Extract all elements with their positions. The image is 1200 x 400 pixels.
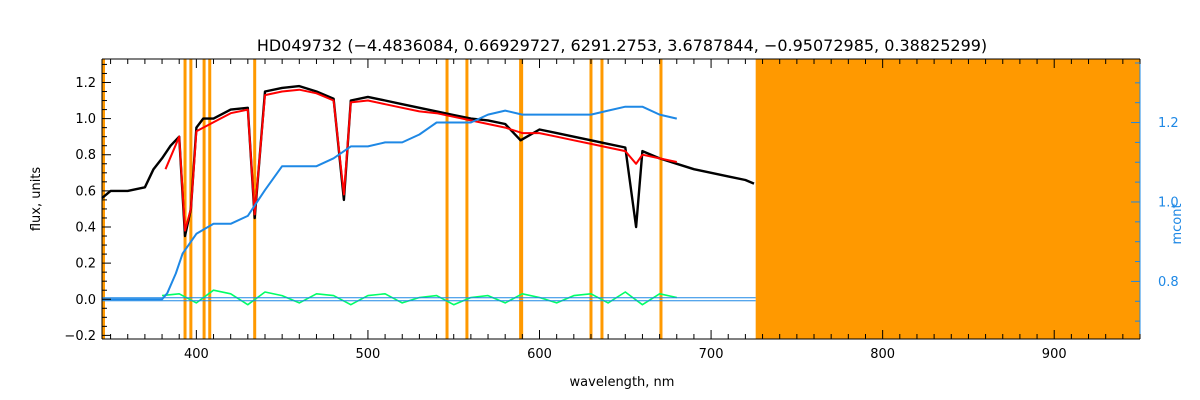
y2-tick-label: 1.0 [1158,195,1179,210]
y2-tick-label: 0.8 [1158,275,1179,290]
y-tick-label: 1.2 [75,76,96,91]
x-tick-label: 600 [527,347,552,362]
y-tick-label: 0.0 [75,293,96,308]
y-tick-label: −0.2 [64,329,96,344]
series-observed [101,84,755,238]
y-tick-label: 0.8 [75,148,96,163]
x-tick-label: 500 [356,347,381,362]
y-axis-label: flux, units [29,167,44,232]
y-tick-label: 0.4 [75,221,96,236]
series-model [164,88,678,232]
y-tick-label: 1.0 [75,112,96,127]
y-tick-label: 0.6 [75,184,96,199]
y2-axis-label: mcont [1170,203,1185,244]
x-axis-label: wavelength, nm [570,375,675,390]
x-tick-label: 700 [699,347,724,362]
x-tick-label: 400 [184,347,209,362]
x-tick-label: 800 [870,347,895,362]
plot-area: 400 500 600 700 800 900 −0.2 0.0 0.2 0.4 0.6 0.8 1.0… [64,58,1179,362]
x-tick-label: 900 [1042,347,1067,362]
left-edge-mask [102,59,105,339]
y-tick-label: 0.2 [75,257,96,272]
series-mcont [102,105,678,301]
y2-tick-label: 1.2 [1158,116,1179,131]
masked-region [755,59,1140,339]
chart-title: HD049732 (−4.4836084, 0.66929727, 6291.2… [257,36,987,55]
